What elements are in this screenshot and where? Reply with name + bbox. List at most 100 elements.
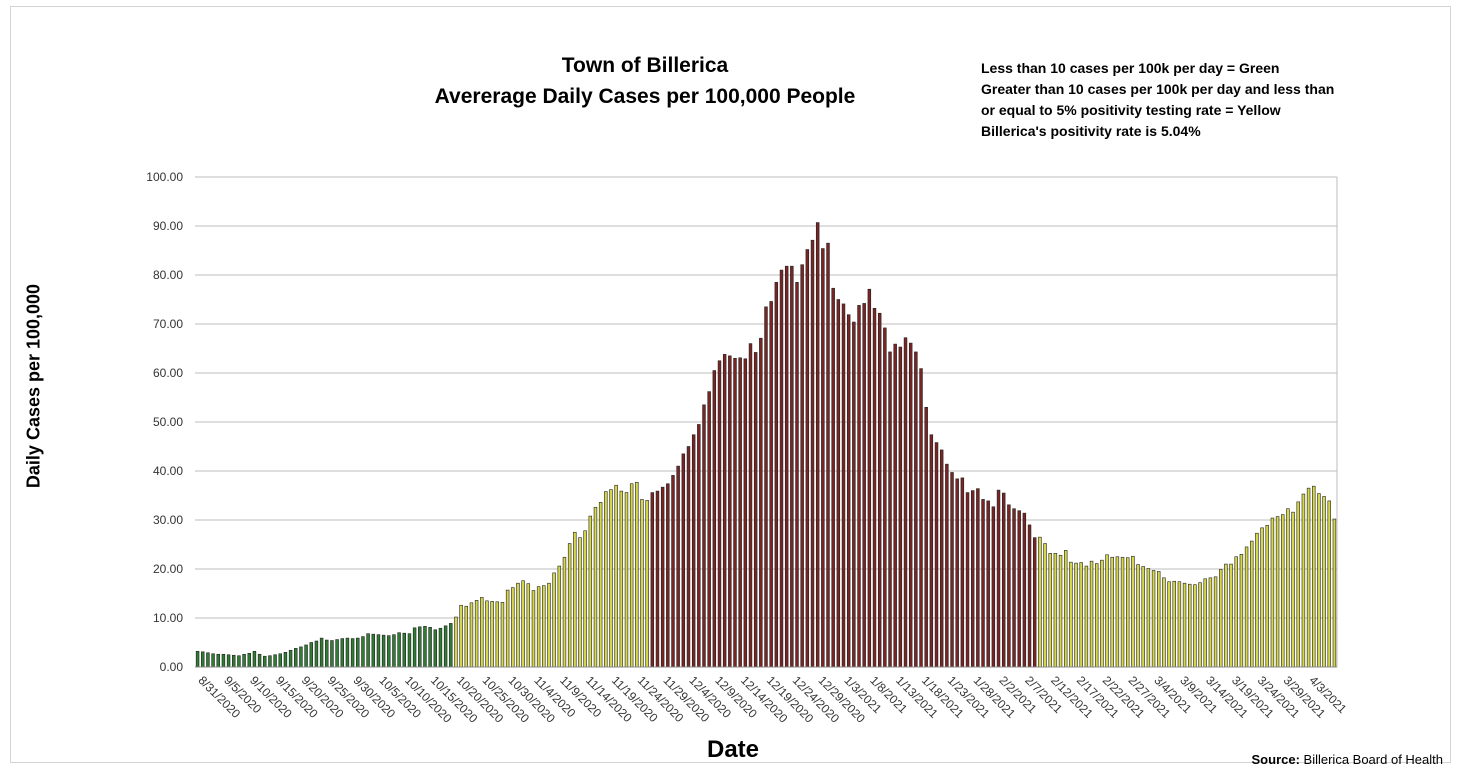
bar bbox=[1032, 537, 1037, 668]
source-label: Source: bbox=[1251, 752, 1300, 767]
y-tick-label: 0.00 bbox=[160, 660, 184, 674]
y-tick-label: 90.00 bbox=[153, 219, 183, 233]
bar bbox=[1306, 487, 1311, 668]
bar bbox=[1120, 556, 1125, 668]
bar bbox=[552, 572, 556, 668]
bar bbox=[691, 434, 696, 668]
bar bbox=[516, 582, 520, 668]
bar bbox=[681, 453, 686, 668]
y-tick-label: 40.00 bbox=[153, 464, 183, 478]
bar bbox=[1131, 555, 1135, 668]
bar bbox=[795, 282, 799, 668]
x-axis-title: Date bbox=[706, 736, 760, 763]
bar bbox=[810, 239, 815, 668]
bar bbox=[898, 346, 903, 668]
bar bbox=[996, 489, 1001, 668]
bar bbox=[573, 531, 577, 668]
bar bbox=[955, 478, 959, 668]
bar bbox=[1327, 500, 1331, 668]
bar bbox=[1172, 580, 1176, 668]
bar bbox=[1074, 562, 1078, 668]
bar bbox=[1001, 492, 1006, 668]
bar bbox=[841, 303, 846, 668]
bar bbox=[950, 472, 954, 668]
bar bbox=[454, 616, 458, 668]
bar bbox=[273, 654, 277, 668]
bar bbox=[857, 305, 861, 668]
bar bbox=[1312, 485, 1316, 668]
bar bbox=[578, 537, 582, 668]
bar bbox=[412, 627, 417, 668]
bar bbox=[376, 634, 381, 668]
bar bbox=[237, 655, 241, 668]
bar bbox=[660, 486, 665, 668]
bar bbox=[1063, 550, 1068, 668]
bar bbox=[676, 465, 680, 668]
bar bbox=[319, 637, 324, 668]
bar bbox=[505, 589, 510, 668]
bar bbox=[1193, 584, 1197, 668]
bar bbox=[970, 490, 975, 668]
bar bbox=[500, 602, 505, 668]
bar bbox=[877, 312, 882, 668]
bar bbox=[1136, 564, 1140, 668]
chart-frame bbox=[10, 6, 1451, 763]
bar bbox=[433, 629, 437, 668]
bar bbox=[821, 248, 825, 668]
bar bbox=[247, 652, 251, 668]
bar bbox=[459, 604, 463, 668]
chart-title-block: Town of Billerica Avererage Daily Cases … bbox=[380, 50, 910, 112]
bar bbox=[345, 637, 350, 668]
bar bbox=[986, 500, 990, 668]
bar bbox=[1100, 559, 1104, 668]
bar bbox=[232, 654, 236, 668]
bar bbox=[1146, 568, 1151, 668]
bar bbox=[1177, 581, 1182, 668]
bar bbox=[800, 264, 804, 668]
bar bbox=[728, 355, 732, 668]
bar bbox=[1219, 569, 1223, 668]
bar bbox=[392, 634, 396, 668]
bar bbox=[919, 368, 923, 668]
bar bbox=[1043, 543, 1047, 668]
bar bbox=[981, 499, 985, 668]
bar bbox=[330, 640, 334, 668]
bar bbox=[242, 653, 246, 668]
bar bbox=[1053, 553, 1058, 668]
bar bbox=[619, 490, 624, 668]
chart-title: Town of Billerica bbox=[561, 54, 729, 77]
bar bbox=[480, 597, 484, 668]
bar bbox=[201, 651, 205, 668]
bar bbox=[790, 265, 794, 668]
bar bbox=[717, 360, 722, 668]
bar bbox=[1270, 517, 1275, 668]
bar bbox=[1250, 540, 1254, 668]
bar bbox=[805, 249, 810, 668]
bar bbox=[309, 642, 313, 668]
bar bbox=[1038, 536, 1042, 668]
bar bbox=[846, 314, 851, 668]
bar bbox=[562, 556, 567, 668]
bar bbox=[381, 634, 386, 668]
bar bbox=[361, 636, 365, 668]
bar bbox=[733, 357, 737, 668]
bar bbox=[1084, 565, 1089, 668]
bar bbox=[650, 492, 655, 668]
bar bbox=[686, 446, 691, 668]
bar bbox=[1167, 581, 1171, 668]
bar bbox=[1094, 563, 1099, 668]
bar bbox=[335, 639, 339, 668]
bar bbox=[867, 288, 872, 668]
bar bbox=[1089, 560, 1094, 668]
bar bbox=[443, 625, 448, 668]
bar bbox=[1229, 563, 1233, 668]
bar bbox=[588, 515, 593, 668]
bar bbox=[428, 627, 432, 668]
bar bbox=[640, 499, 644, 668]
bar bbox=[438, 627, 443, 668]
bar bbox=[945, 463, 949, 668]
bar bbox=[1255, 532, 1259, 668]
bar bbox=[557, 565, 562, 668]
bar bbox=[624, 492, 629, 668]
